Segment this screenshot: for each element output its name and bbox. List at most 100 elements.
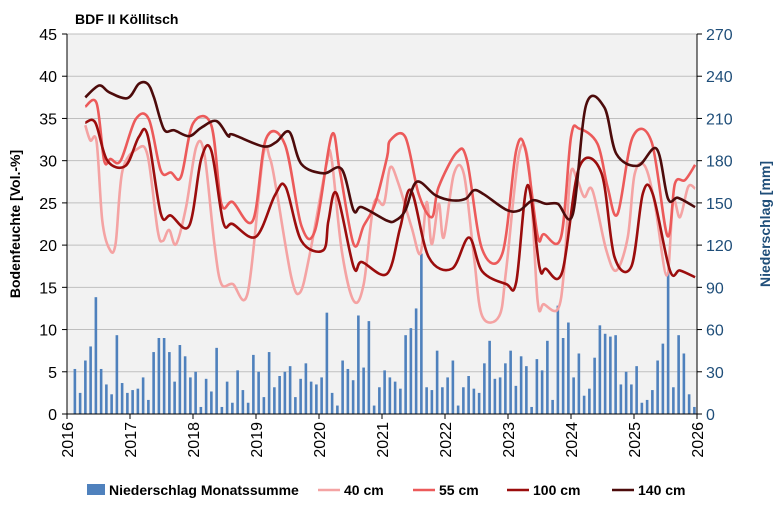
- y2-tick-label: 240: [706, 69, 733, 86]
- precipitation-bar: [635, 366, 638, 414]
- precipitation-bar: [593, 357, 596, 414]
- precipitation-bar: [451, 360, 455, 414]
- precipitation-bar: [441, 387, 444, 414]
- precipitation-bar: [351, 380, 355, 414]
- precipitation-bar: [483, 363, 486, 414]
- precipitation-bar: [126, 392, 129, 414]
- x-tick-label: 2025: [627, 422, 644, 458]
- precipitation-bar: [582, 395, 586, 414]
- precipitation-bar: [325, 312, 329, 414]
- precipitation-bar: [346, 368, 350, 414]
- precipitation-bar: [257, 371, 260, 414]
- precipitation-bar: [136, 388, 140, 414]
- precipitation-bar: [199, 406, 203, 414]
- y2-tick-label: 210: [706, 111, 733, 128]
- y-tick-label: 5: [48, 365, 57, 382]
- precipitation-bar: [598, 325, 602, 414]
- precipitation-bar: [420, 253, 423, 414]
- series-line-55-cm: [84, 98, 697, 265]
- precipitation-bar: [357, 315, 360, 414]
- precipitation-bar: [603, 333, 607, 414]
- precipitation-bar: [115, 335, 119, 414]
- x-tick-label: 2017: [123, 422, 140, 458]
- precipitation-bar: [84, 360, 87, 414]
- legend-swatch-precipitation: [87, 484, 105, 495]
- y2-tick-label: 120: [706, 238, 733, 255]
- precipitation-bar: [498, 377, 502, 414]
- y-tick-label: 35: [39, 111, 57, 128]
- x-tick-label: 2019: [249, 422, 266, 458]
- x-tick-label: 2024: [564, 422, 581, 458]
- precipitation-bar: [341, 360, 344, 414]
- precipitation-bar: [105, 384, 108, 414]
- precipitation-bar: [236, 370, 239, 414]
- y2-tick-label: 150: [706, 196, 733, 213]
- precipitation-bar: [619, 384, 623, 414]
- series-line-40-cm: [84, 124, 696, 324]
- legend-label: 55 cm: [439, 482, 479, 498]
- precipitation-bar: [168, 352, 171, 414]
- precipitation-bar: [630, 384, 633, 414]
- precipitation-bar: [304, 363, 308, 414]
- y-tick-label: 0: [48, 407, 57, 424]
- precipitation-bar: [640, 402, 644, 414]
- precipitation-bar: [131, 390, 134, 414]
- legend-label: Niederschlag Monatssumme: [109, 482, 299, 498]
- precipitation-bar: [294, 397, 297, 414]
- y2-tick-label: 30: [706, 365, 724, 382]
- precipitation-bar: [89, 346, 92, 414]
- precipitation-bar: [183, 356, 187, 414]
- precipitation-bar: [204, 378, 208, 414]
- series-line-100-cm: [84, 118, 696, 292]
- y2-axis-label: Niederschlag [mm]: [757, 161, 773, 287]
- precipitation-bar: [147, 399, 150, 414]
- precipitation-bar: [336, 405, 339, 414]
- precipitation-bar: [609, 336, 612, 414]
- x-tick-label: 2022: [438, 422, 455, 458]
- precipitation-bar: [687, 394, 691, 414]
- precipitation-bar: [273, 387, 276, 414]
- precipitation-bar: [561, 338, 565, 414]
- precipitation-bar: [278, 376, 281, 414]
- precipitation-bar: [110, 394, 113, 414]
- precipitation-bar: [677, 335, 680, 414]
- precipitation-bar: [525, 366, 528, 414]
- precipitation-bar: [120, 383, 124, 414]
- legend: Niederschlag Monatssumme 40 cm 55 cm 100 cm…: [87, 482, 685, 498]
- x-tick-label: 2023: [501, 422, 518, 458]
- x-tick-label: 2016: [60, 422, 77, 458]
- precipitation-bar: [215, 347, 218, 414]
- precipitation-bar: [299, 378, 302, 414]
- precipitation-bar: [467, 376, 470, 414]
- precipitation-bar: [315, 384, 318, 414]
- precipitation-bar: [682, 353, 686, 414]
- precipitation-bar: [546, 340, 549, 414]
- precipitation-bar: [94, 297, 98, 414]
- precipitation-bar: [288, 366, 292, 414]
- precipitation-bar: [430, 390, 434, 414]
- y-tick-label: 25: [39, 196, 57, 213]
- y-tick-label: 20: [39, 238, 57, 255]
- precipitation-bar: [477, 392, 481, 414]
- precipitation-bar: [488, 340, 491, 414]
- y2-tick-label: 270: [706, 27, 733, 44]
- precipitation-bar: [519, 356, 523, 414]
- precipitation-bar: [551, 399, 554, 414]
- precipitation-bar: [425, 387, 428, 414]
- precipitation-bar: [493, 378, 497, 414]
- precipitation-bar: [672, 387, 675, 414]
- precipitation-bar: [194, 371, 197, 414]
- precipitation-bar: [141, 377, 145, 414]
- precipitation-bar: [535, 359, 539, 414]
- y-tick-label: 15: [39, 280, 57, 297]
- y2-tick-label: 0: [706, 407, 715, 424]
- precipitation-bar: [157, 338, 161, 414]
- x-tick-label: 2020: [312, 422, 329, 458]
- x-tick-label: 2018: [186, 422, 203, 458]
- plot-area: [67, 34, 697, 414]
- precipitation-bar: [231, 402, 234, 414]
- precipitation-bar: [362, 367, 365, 414]
- precipitation-bar: [320, 377, 323, 414]
- precipitation-bar: [509, 350, 512, 414]
